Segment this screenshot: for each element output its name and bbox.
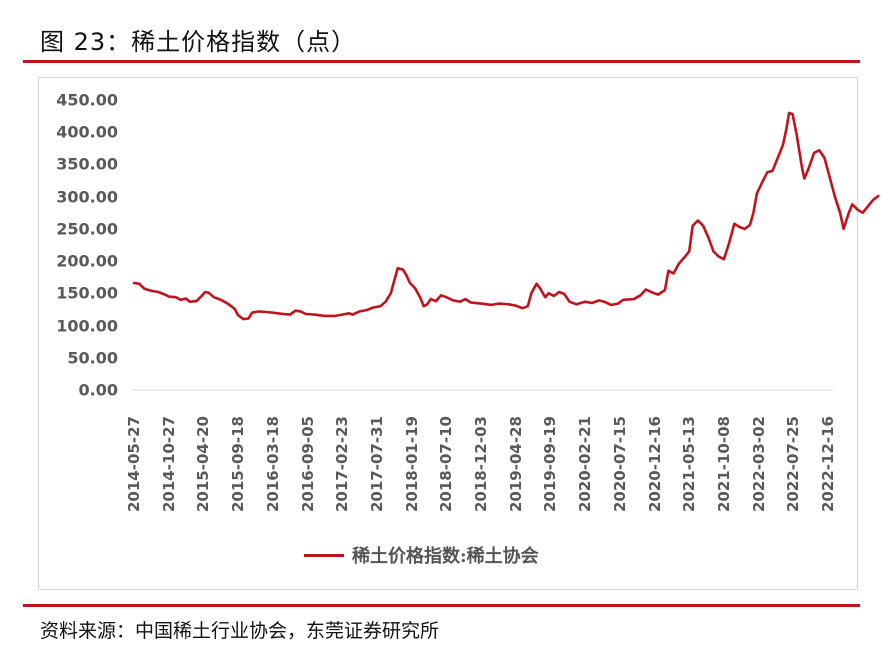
x-tick-label: 2015-09-18 — [229, 416, 248, 512]
legend-line-swatch — [304, 553, 344, 557]
y-tick-label: 350.00 — [56, 154, 118, 174]
y-tick-label: 300.00 — [56, 187, 118, 207]
legend-label: 稀土价格指数:稀土协会 — [352, 546, 539, 567]
x-tick-label: 2016-09-05 — [298, 416, 317, 512]
x-tick-label: 2018-07-10 — [437, 416, 456, 512]
x-tick-label: 2020-12-16 — [645, 416, 664, 512]
y-tick-label: 50.00 — [67, 348, 118, 368]
x-tick-label: 2020-07-15 — [610, 416, 629, 512]
y-tick-label: 200.00 — [56, 251, 118, 271]
x-tick-label: 2014-05-27 — [125, 416, 143, 512]
y-tick-label: 450.00 — [56, 90, 118, 110]
series-line-rare-earth-index — [132, 111, 880, 321]
x-tick-label: 2015-04-20 — [194, 416, 213, 512]
x-tick-label: 2018-01-19 — [402, 416, 421, 512]
y-tick-label: 150.00 — [56, 283, 118, 303]
x-tick-label: 2017-02-23 — [333, 416, 352, 512]
x-tick-label: 2017-07-31 — [367, 416, 386, 512]
x-tick-label: 2022-07-25 — [784, 416, 803, 512]
x-tick-label: 2014-10-27 — [159, 416, 178, 512]
x-tick-label: 2018-12-03 — [472, 416, 490, 512]
chart-frame — [38, 77, 858, 590]
y-tick-label: 100.00 — [56, 316, 118, 336]
x-tick-label: 2019-09-19 — [541, 416, 560, 512]
y-tick-label: 250.00 — [56, 219, 118, 239]
x-tick-label: 2022-12-16 — [819, 416, 837, 512]
y-tick-label: 0.00 — [78, 380, 118, 400]
x-tick-label: 2021-05-13 — [680, 416, 699, 512]
x-tick-label: 2021-10-08 — [714, 416, 733, 512]
title-divider — [23, 60, 860, 63]
x-tick-label: 2019-04-28 — [506, 416, 525, 512]
source-note: 资料来源：中国稀土行业协会，东莞证券研究所 — [40, 620, 440, 642]
chart-legend: 稀土价格指数:稀土协会 — [304, 542, 539, 568]
y-tick-label: 400.00 — [56, 122, 118, 142]
footer-divider — [23, 604, 860, 607]
x-tick-label: 2022-03-02 — [749, 416, 768, 512]
figure-title: 图 23：稀土价格指数（点） — [40, 28, 357, 56]
x-tick-label: 2020-02-21 — [576, 416, 595, 512]
x-tick-label: 2016-03-18 — [263, 416, 282, 512]
